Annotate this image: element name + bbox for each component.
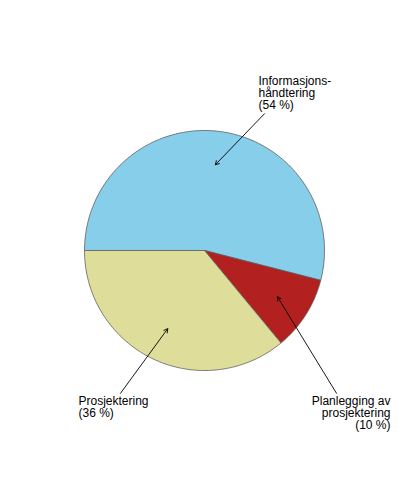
svg-text:Informasjons-håndtering(54 %): Informasjons-håndtering(54 %) (259, 74, 332, 112)
svg-text:Planlegging avprosjektering(10: Planlegging avprosjektering(10 %) (312, 394, 391, 432)
svg-text:Prosjektering(36 %): Prosjektering(36 %) (79, 394, 149, 420)
